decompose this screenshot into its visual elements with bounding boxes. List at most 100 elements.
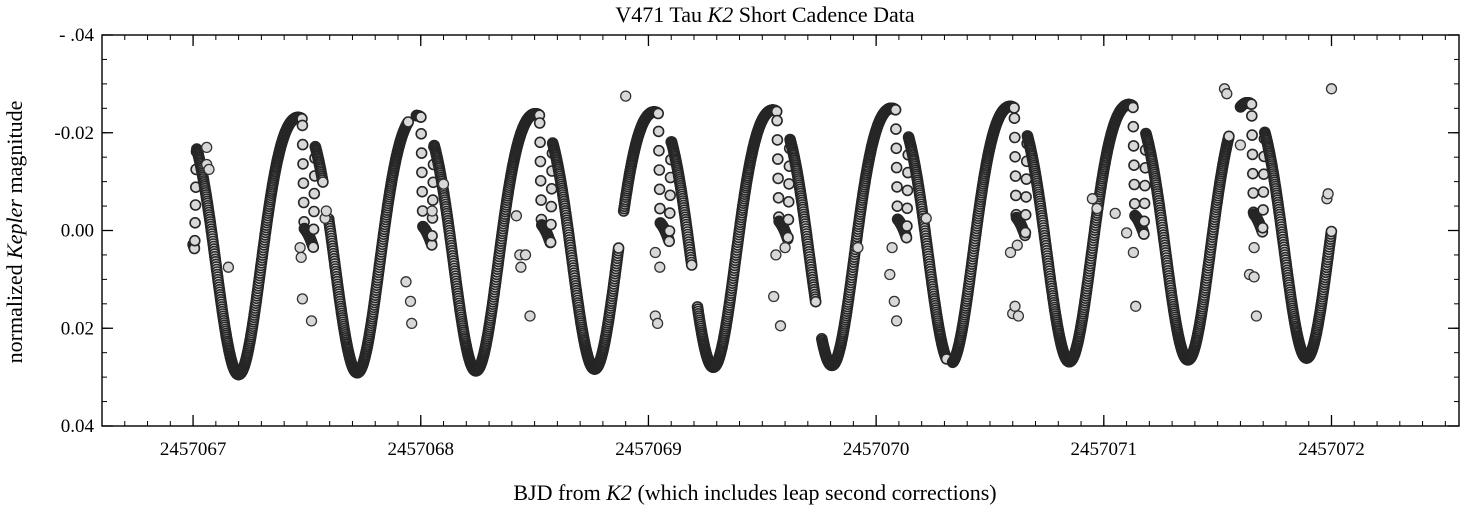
outlier-point xyxy=(1012,310,1025,322)
chart-title-italic: K2 xyxy=(707,2,734,27)
outlier-point xyxy=(886,241,898,254)
outlier-point xyxy=(524,310,536,322)
y-tick-label: -0.02 xyxy=(54,123,94,144)
data-point xyxy=(1246,148,1259,161)
outlier-point xyxy=(201,141,213,154)
outlier-point xyxy=(222,261,235,273)
data-point xyxy=(534,136,546,149)
data-point xyxy=(545,200,558,213)
outlier-point xyxy=(888,295,900,308)
outlier-point xyxy=(1011,239,1023,251)
outlier-point xyxy=(620,90,632,102)
data-point xyxy=(663,235,676,248)
outlier-point xyxy=(1325,83,1338,95)
y-axis-label-prefix: normalized xyxy=(2,259,27,363)
data-point xyxy=(772,172,784,185)
outlier-point xyxy=(1120,227,1133,239)
outlier-point xyxy=(404,295,417,308)
outlier-point xyxy=(1248,271,1260,283)
data-point xyxy=(612,242,625,254)
data-point xyxy=(1008,102,1020,114)
data-point xyxy=(1009,189,1022,202)
x-axis-label-italic: K2 xyxy=(605,480,632,505)
data-point xyxy=(1020,191,1032,203)
data-point xyxy=(1257,186,1270,198)
data-point xyxy=(654,202,666,215)
data-point xyxy=(1139,179,1151,192)
data-point xyxy=(297,196,310,209)
outlier-point xyxy=(406,317,418,330)
outlier-point xyxy=(426,205,438,217)
data-point xyxy=(1223,130,1235,143)
y-tick-label: - .04 xyxy=(59,25,94,46)
data-point xyxy=(402,116,415,128)
data-point xyxy=(1128,178,1141,191)
data-point xyxy=(1138,228,1150,240)
outlier-point xyxy=(852,241,864,254)
y-axis-label: normalized Kepler magnitude xyxy=(2,101,27,364)
data-point xyxy=(901,220,913,232)
outlier-point xyxy=(400,276,412,288)
outlier-point xyxy=(1109,207,1121,220)
y-tick-label: 0.00 xyxy=(61,221,94,242)
y-axis-label-suffix: magnitude xyxy=(2,101,27,199)
outlier-point xyxy=(320,205,332,217)
data-point xyxy=(891,200,904,212)
data-point xyxy=(1138,197,1151,210)
data-point xyxy=(663,225,676,237)
data-point xyxy=(685,259,698,271)
data-point xyxy=(1009,170,1022,182)
outlier-point xyxy=(203,163,215,176)
outlier-point xyxy=(884,268,896,281)
outlier-point xyxy=(1248,241,1260,254)
outlier-point xyxy=(1127,246,1140,259)
data-point xyxy=(307,223,320,236)
y-tick-label: 0.02 xyxy=(61,318,94,339)
data-point xyxy=(534,175,547,187)
outlier-point xyxy=(1086,193,1099,205)
outlier-point xyxy=(768,290,780,303)
data-point xyxy=(782,196,795,208)
x-axis-label: BJD from K2 (which includes leap second … xyxy=(513,480,996,505)
data-point xyxy=(297,177,310,189)
outlier-point xyxy=(1322,188,1334,200)
outlier-point xyxy=(1130,300,1142,312)
data-point xyxy=(901,184,914,197)
data-point xyxy=(1246,110,1258,122)
data-point xyxy=(1008,131,1021,144)
data-point xyxy=(296,119,309,132)
data-point xyxy=(308,187,321,200)
data-point xyxy=(890,142,903,155)
data-point xyxy=(426,194,439,206)
data-point xyxy=(1256,222,1269,234)
data-points xyxy=(187,83,1338,381)
chart-title-prefix: V471 Tau xyxy=(615,2,707,27)
outlier-point xyxy=(1091,202,1103,215)
data-point xyxy=(1247,167,1259,180)
data-point xyxy=(317,176,329,188)
data-point xyxy=(296,138,309,151)
data-point xyxy=(809,295,822,308)
data-point xyxy=(416,166,428,179)
outlier-point xyxy=(774,320,787,332)
data-point xyxy=(1127,140,1140,152)
data-point xyxy=(783,178,795,190)
x-tick-label: 2457067 xyxy=(160,439,227,460)
data-point xyxy=(189,234,201,247)
outlier-point xyxy=(779,241,791,254)
data-point xyxy=(297,158,309,170)
x-tick-label: 2457070 xyxy=(843,439,910,460)
x-tick-label: 2457072 xyxy=(1298,439,1365,460)
outlier-point xyxy=(519,249,532,261)
data-point xyxy=(415,147,428,159)
data-point xyxy=(782,213,795,226)
data-point xyxy=(307,241,320,253)
data-point xyxy=(1138,215,1150,228)
data-point xyxy=(544,236,557,249)
outlier-point xyxy=(510,210,523,222)
outlier-point xyxy=(770,249,782,261)
data-point xyxy=(772,192,785,204)
data-point xyxy=(652,107,665,120)
outlier-point xyxy=(649,246,661,259)
x-tick-label: 2457068 xyxy=(388,439,455,460)
